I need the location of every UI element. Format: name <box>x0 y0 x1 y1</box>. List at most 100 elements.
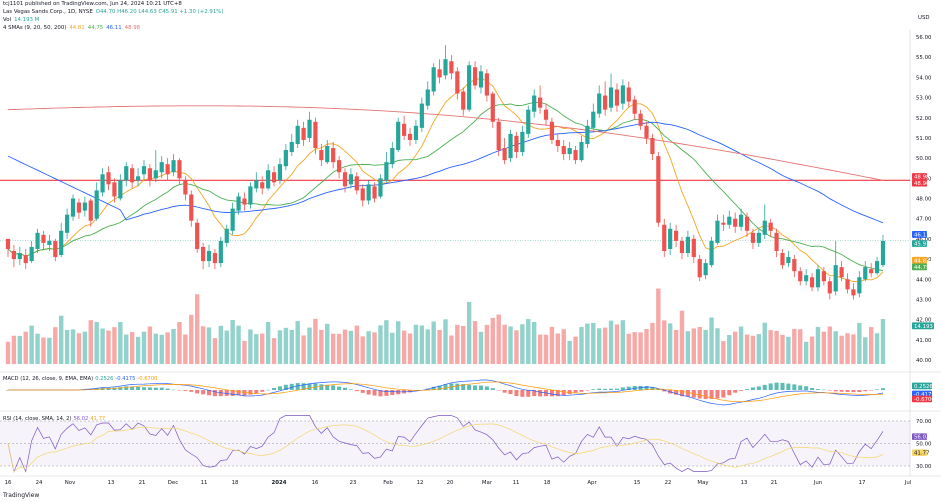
price-axis-label: 56.00 <box>916 35 932 41</box>
volume-bar <box>29 325 34 364</box>
volume-bar <box>153 333 159 364</box>
volume-bar <box>685 331 691 364</box>
candle-down <box>461 91 466 110</box>
macd-histogram-bar <box>502 390 507 393</box>
price-tag-label: 14.193 M <box>914 324 940 330</box>
time-axis-label: 17 <box>859 480 866 486</box>
candle-up <box>727 216 732 225</box>
macd-histogram-bar <box>810 387 815 390</box>
candle-up <box>59 230 64 256</box>
candle-down <box>437 69 442 78</box>
volume-bar <box>774 330 779 364</box>
candle-up <box>35 232 40 249</box>
macd-histogram-bar <box>833 390 838 392</box>
volume-bar <box>744 334 750 364</box>
macd-histogram-bar <box>266 389 271 391</box>
volume-bar <box>874 333 880 364</box>
volume-bar <box>845 333 850 364</box>
macd-histogram-bar <box>526 390 531 397</box>
candle-down <box>88 200 93 221</box>
volume-bar <box>632 332 637 364</box>
volume-bar <box>307 327 312 364</box>
macd-histogram-bar <box>786 383 791 390</box>
macd-histogram-bar <box>289 383 294 390</box>
candle-down <box>626 87 631 102</box>
symbol-name[interactable]: Las Vegas Sands Corp., 1D, NYSE <box>3 9 93 15</box>
volume-bar <box>23 331 28 364</box>
published-line: tcj1101 published on TradingView.com, Ju… <box>3 1 182 7</box>
volume-bar <box>803 341 809 364</box>
volume-label[interactable]: Vol <box>3 17 12 23</box>
macd-histogram-bar <box>384 390 389 396</box>
volume-bar <box>236 325 241 364</box>
price-axis-label: 48.00 <box>916 197 932 203</box>
candle-up <box>709 240 714 266</box>
time-axis-label: 15 <box>634 480 641 486</box>
macd-histogram-bar <box>408 390 413 393</box>
volume-bar <box>597 328 602 364</box>
candle-down <box>662 224 667 251</box>
time-axis[interactable]: 16 24 Nov 13 21 Dec 11 18 2024 16 23 Feb 12 20 Mar 11 18… <box>5 480 912 486</box>
time-axis-label: Jul <box>904 480 912 486</box>
sma20-line <box>7 101 884 271</box>
macd-histogram-bar <box>437 385 442 390</box>
candle-down <box>798 271 803 282</box>
volume-bar <box>738 326 744 364</box>
candle-down <box>112 182 117 197</box>
macd-tag <box>912 395 932 403</box>
volume-bar <box>330 333 336 364</box>
volume-bar <box>614 324 620 364</box>
volume-bar <box>70 329 76 364</box>
volume-bar <box>224 330 229 364</box>
volume-bar <box>496 314 501 364</box>
tradingview-watermark: TradingView <box>3 492 40 499</box>
volume-bar <box>697 326 702 364</box>
macd-histogram-bar <box>283 384 288 390</box>
volume-bar <box>165 332 170 364</box>
candle-down <box>130 168 135 183</box>
volume-bar <box>461 326 466 364</box>
macd-histogram-bar <box>815 389 820 390</box>
macd-pane[interactable]: 0.2526-0.4175-0.6700 <box>6 379 935 406</box>
volume-bar <box>786 336 791 364</box>
macd-histogram-bar <box>739 390 744 391</box>
volume-bar <box>100 328 105 364</box>
price-axis-label: 44.00 <box>916 277 932 283</box>
candle-down <box>336 160 342 173</box>
candle-up <box>608 87 614 108</box>
macd-histogram-bar <box>585 390 590 391</box>
volume-bar <box>35 333 40 364</box>
time-axis-label: 12 <box>417 480 424 486</box>
macd-histogram-bar <box>496 390 501 391</box>
volume-bar <box>189 314 194 364</box>
sma200-value: 48.98 <box>124 25 141 31</box>
candle-down <box>484 73 489 96</box>
candle-down <box>313 121 318 149</box>
time-axis-label: 18 <box>544 480 551 486</box>
macd-label[interactable]: MACD (12, 26, close, 9, EMA, EMA) <box>3 376 94 382</box>
price-tag <box>912 179 927 187</box>
volume-bar <box>543 334 549 364</box>
rsi-label[interactable]: RSI (14, close, SMA, 14, 2) <box>3 416 72 422</box>
macd-histogram-bar <box>561 390 566 396</box>
candle-up <box>478 71 484 88</box>
volume-bar <box>366 331 371 364</box>
macd-histogram-bar <box>644 386 649 390</box>
candle-down <box>845 279 850 290</box>
candle-down <box>331 148 336 163</box>
candle-down <box>656 156 661 223</box>
price-axis[interactable]: 56.0055.0054.0053.0052.0051.0050.0049.00… <box>916 35 932 364</box>
macd-histogram-bar <box>804 386 809 390</box>
volume-bar <box>768 330 773 364</box>
candle-up <box>786 257 791 264</box>
candle-down <box>53 240 58 258</box>
rsi-line <box>7 415 884 473</box>
time-axis-label: 16 <box>5 480 12 486</box>
sma-label[interactable]: 4 SMAs (9, 20, 50, 200) <box>3 25 67 31</box>
candle-down <box>106 172 111 185</box>
candle-down <box>41 234 46 243</box>
macd-histogram-bar <box>467 384 472 390</box>
macd-histogram-bar <box>147 387 152 390</box>
